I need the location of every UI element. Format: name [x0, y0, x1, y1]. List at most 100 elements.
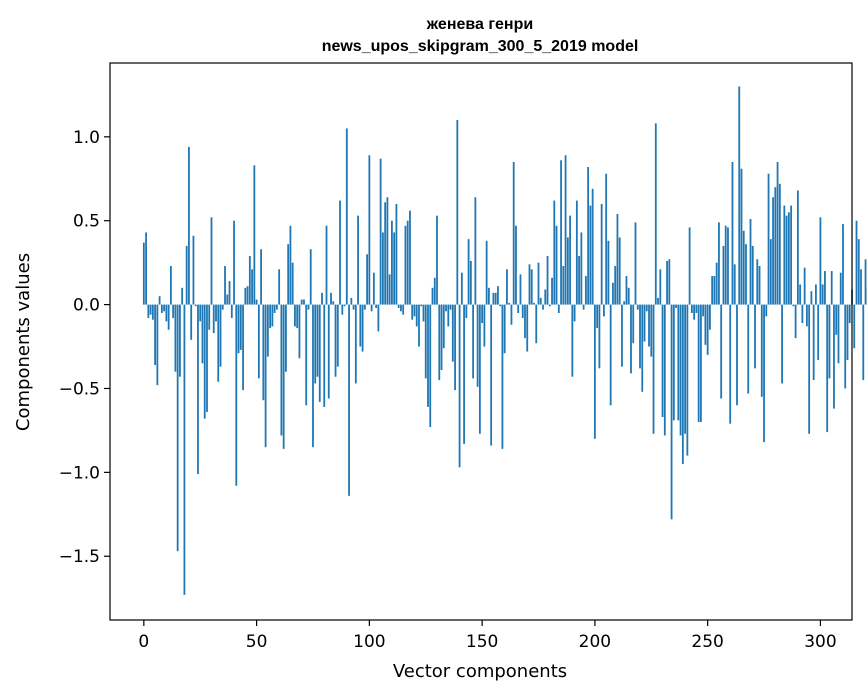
bar: [817, 304, 820, 360]
bar: [616, 213, 619, 305]
bar: [361, 304, 364, 352]
bar: [749, 219, 752, 305]
bar: [636, 304, 639, 310]
bar: [239, 304, 242, 350]
bar: [693, 304, 696, 320]
bar: [600, 203, 603, 305]
bar: [860, 269, 862, 305]
bar: [181, 287, 184, 305]
bar: [774, 187, 777, 305]
bar: [803, 267, 806, 305]
bar: [391, 220, 393, 305]
bar: [418, 304, 420, 347]
bar: [233, 220, 235, 305]
bar: [185, 245, 188, 305]
bar: [733, 264, 736, 305]
bar: [451, 304, 454, 362]
bar: [388, 274, 391, 305]
bar: [341, 304, 344, 315]
bar: [456, 120, 459, 305]
bar: [217, 304, 220, 382]
y-tick-label: −1.0: [59, 463, 100, 483]
bar: [555, 225, 558, 305]
x-axis-ticks: 0 50 100 150 200 250 300: [138, 620, 837, 652]
bar: [519, 274, 522, 305]
bar: [715, 262, 718, 305]
bar: [575, 200, 578, 305]
bar: [149, 304, 152, 315]
bar: [384, 202, 387, 305]
bar: [603, 304, 605, 317]
x-tick-label: 300: [804, 632, 836, 652]
bar: [844, 304, 847, 389]
bar: [697, 304, 700, 423]
bar: [681, 304, 684, 464]
bar: [154, 304, 156, 365]
bar: [438, 304, 441, 381]
bar: [688, 227, 691, 305]
bar: [269, 304, 272, 329]
bar: [580, 232, 583, 305]
bar: [862, 304, 865, 381]
bar: [325, 225, 328, 305]
bar: [215, 304, 217, 322]
bar: [379, 158, 382, 305]
x-tick-label: 150: [466, 632, 498, 652]
bar: [756, 259, 759, 305]
bar: [695, 304, 698, 313]
bar: [314, 304, 317, 384]
bar: [298, 304, 301, 359]
bar: [228, 281, 231, 305]
bar: [221, 304, 224, 310]
bar: [145, 232, 147, 305]
bar: [675, 304, 677, 308]
bar: [855, 220, 858, 305]
bar: [724, 225, 727, 305]
bar-series: [142, 86, 867, 595]
bar: [614, 266, 617, 305]
bar: [722, 245, 725, 305]
bar: [257, 304, 260, 379]
bar: [420, 304, 423, 307]
bar: [787, 212, 790, 305]
bar: [643, 304, 646, 342]
bar: [526, 304, 529, 352]
bar: [357, 215, 359, 305]
bar: [839, 272, 842, 305]
bar: [706, 304, 709, 355]
bar: [402, 304, 405, 315]
bar: [307, 304, 310, 310]
bar: [413, 304, 416, 317]
bar: [296, 304, 299, 329]
bar: [596, 304, 599, 329]
bar: [754, 304, 756, 369]
bar: [650, 304, 653, 357]
bar: [657, 297, 659, 305]
bar: [517, 304, 520, 313]
bar: [156, 304, 159, 386]
y-tick-label: 0.0: [73, 296, 100, 316]
x-tick-label: 100: [353, 632, 385, 652]
bar: [415, 304, 418, 327]
bar: [835, 304, 838, 335]
bar: [165, 304, 168, 322]
bar: [742, 230, 745, 305]
bar: [469, 260, 472, 305]
y-axis-ticks: −1.5 −1.0 −0.5 0.0 0.5 1.0: [59, 128, 110, 567]
bar: [772, 197, 774, 305]
bar: [406, 220, 409, 305]
bar: [447, 304, 450, 327]
bar: [271, 304, 274, 327]
bar: [499, 304, 502, 307]
bar: [208, 304, 211, 330]
bar: [648, 304, 650, 347]
bar: [381, 232, 384, 305]
bar: [794, 304, 797, 339]
bar: [237, 304, 240, 354]
bar: [172, 304, 175, 319]
bar: [632, 304, 635, 344]
bar: [219, 304, 222, 367]
chart-title-line-2: news_upos_skipgram_300_5_2019 model: [322, 38, 639, 55]
bar: [309, 249, 312, 305]
bar: [481, 304, 484, 324]
